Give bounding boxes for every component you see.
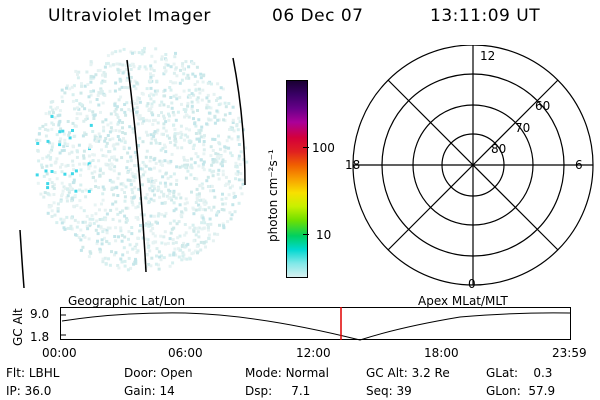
altitude-curve [61,312,571,341]
timeline-axis-title: GC Alt [11,308,25,346]
timeline-xtick-0600: 06:00 [168,346,203,360]
gain-value: 14 [159,384,175,398]
lat-label-70: 70 [515,121,530,135]
timeline-xtick-2359: 23:59 [552,346,587,360]
date-label: 06 Dec 07 [272,6,364,26]
polar-plot: 12 18 6 0 60 70 80 [345,45,594,291]
timeline-plot [60,307,571,341]
auroral-image [19,46,249,289]
status-door: Door: Open [124,366,193,380]
glat-value: 0.3 [533,366,553,380]
svg-text:photon cm⁻²s⁻¹: photon cm⁻²s⁻¹ [266,149,280,242]
mode-value: Normal [285,366,329,380]
lat-label-60: 60 [535,99,550,113]
mlt-label-6: 6 [575,158,583,172]
limb-line-left [19,229,25,289]
status-gcalt: GC Alt: 3.2 Re [366,366,450,380]
status-flt: Flt: LBHL [6,366,60,380]
image-speckles [35,46,249,272]
status-gain: Gain: 14 [124,384,175,398]
status-seq: Seq: 39 [366,384,412,398]
time-label: 13:11:09 UT [430,6,541,26]
svg-text:GC Alt: GC Alt [11,308,25,346]
gcalt-value: 3.2 Re [411,366,450,380]
colorbar-tick-100: 100 [312,141,335,155]
door-value: Open [160,366,193,380]
timeline-xtick-1800: 18:00 [424,346,459,360]
mlt-label-0: 0 [468,277,476,291]
dsp-value: 7.1 [291,384,311,398]
status-ip: IP: 36.0 [6,384,52,398]
status-glat: GLat: 0.3 [486,366,553,380]
timeline-xtick-1200: 12:00 [296,346,331,360]
flt-value: LBHL [28,366,60,380]
timeline-ytick-max: 9.0 [30,307,50,321]
timeline-right-label: Apex MLat/MLT [418,294,508,308]
mlt-label-18: 18 [345,158,360,172]
color-bar [286,80,308,278]
instrument-title: Ultraviolet Imager [48,6,211,26]
colorbar-unit-label: photon cm⁻²s⁻¹ [266,149,280,242]
status-mode: Mode: Normal [245,366,329,380]
lat-label-80: 80 [491,142,506,156]
timeline-left-label: Geographic Lat/Lon [68,294,186,308]
seq-value: 39 [396,384,412,398]
terminator-line [126,59,147,273]
ip-value: 36.0 [24,384,52,398]
status-dsp: Dsp: 7.1 [245,384,311,398]
glon-value: 57.9 [528,384,556,398]
limb-line-right [232,57,246,186]
status-glon: GLon: 57.9 [486,384,556,398]
colorbar-tick-10: 10 [316,228,332,242]
timeline-xtick-0000: 00:00 [42,346,77,360]
timeline-ytick-min: 1.8 [30,330,50,344]
mlt-label-12: 12 [480,49,495,63]
